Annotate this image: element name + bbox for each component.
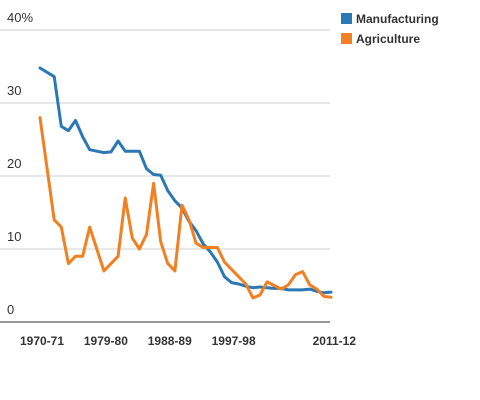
series-line — [38, 66, 333, 295]
series-manufacturing — [38, 66, 333, 295]
legend-swatch — [341, 33, 352, 44]
series-agriculture — [38, 116, 333, 300]
series-line — [38, 116, 333, 300]
series-lines — [38, 66, 333, 300]
x-tick-label: 1970-71 — [20, 334, 64, 348]
legend: Manufacturing Agriculture — [341, 12, 439, 46]
legend-label: Manufacturing — [356, 12, 439, 26]
legend-swatch — [341, 13, 352, 24]
y-tick-label: 10 — [7, 229, 21, 244]
gridlines — [0, 29, 330, 323]
y-tick-label: 0 — [7, 302, 14, 317]
x-tick-label: 1997-98 — [212, 334, 256, 348]
x-tick-label: 1979-80 — [84, 334, 128, 348]
x-tick-label: 2011-12 — [313, 334, 357, 348]
y-tick-label: 30 — [7, 83, 21, 98]
y-tick-label: 20 — [7, 156, 21, 171]
legend-label: Agriculture — [356, 32, 420, 46]
x-tick-label: 1988-89 — [148, 334, 192, 348]
y-tick-label: 40% — [7, 10, 33, 25]
x-axis-ticks: 1970-71 1979-80 1988-89 1997-98 2011-12 — [20, 334, 356, 348]
y-axis-ticks: 0 10 20 30 40% — [7, 10, 33, 317]
